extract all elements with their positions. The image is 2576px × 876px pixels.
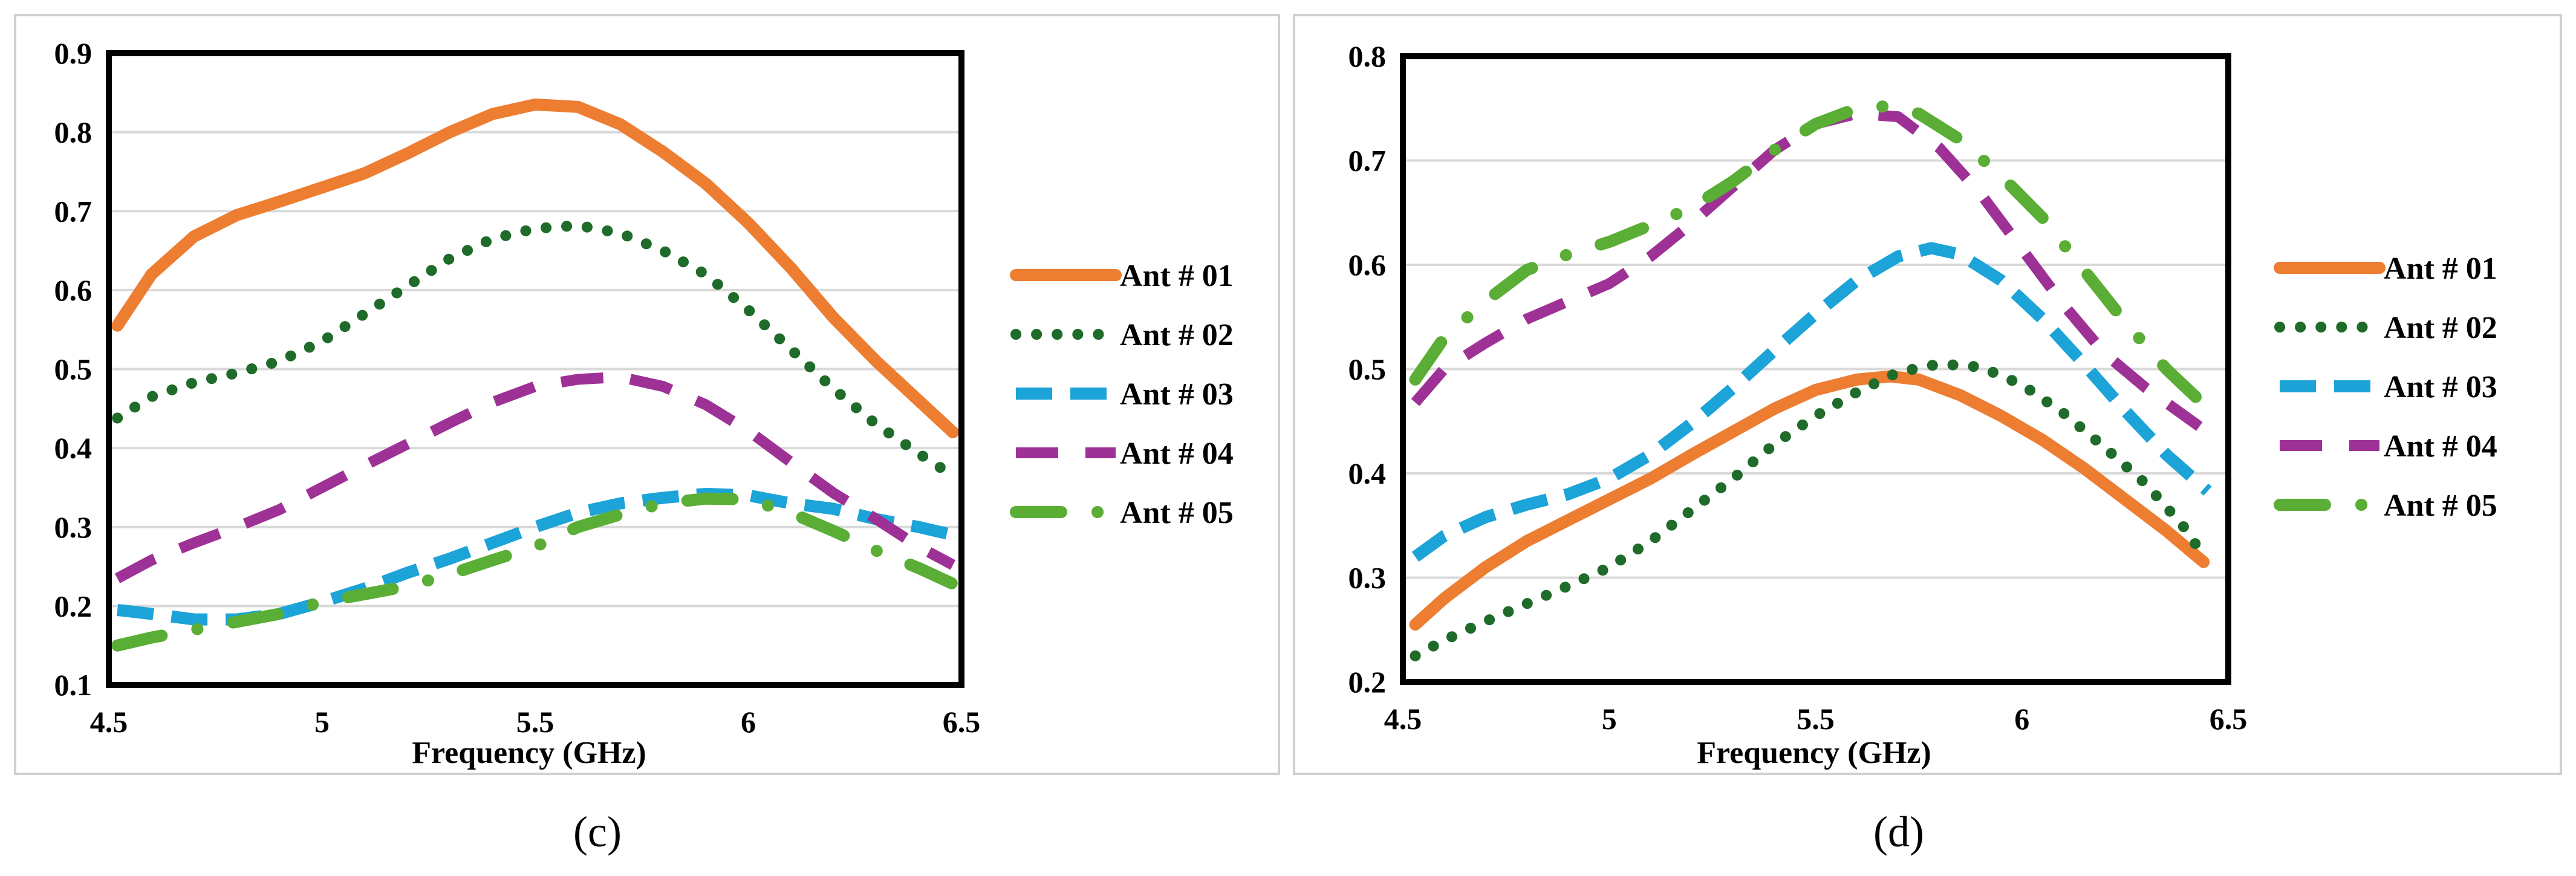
panel-d-legend-label-4: Ant # 04 (2384, 429, 2497, 464)
panel-c-legend-label-2: Ant # 02 (1120, 318, 1234, 352)
panel-d-x-axis-label: Frequency (GHz) (1697, 736, 1931, 770)
panel-d-y-tick-label: 0.6 (1348, 248, 1387, 282)
panel-d-legend: Ant # 01 Ant # 02 Ant # 03 Ant # 04 Ant # 05 (2274, 251, 2497, 523)
panel-c-x-tick-label: 5.5 (516, 705, 555, 739)
panel-d-x-tick-label: 5 (1602, 702, 1617, 736)
panel-c-y-tick-label: 0.2 (54, 589, 93, 623)
panel-c-x-axis-label: Frequency (GHz) (412, 736, 646, 770)
panel-c-y-tick-label: 0.7 (54, 194, 93, 228)
panel-c-series-line-5 (111, 492, 959, 652)
panel-d-series-line-4 (1411, 108, 2203, 431)
chart-panel-c: 0.10.20.30.40.50.60.70.80.9 4.5 5 5.5 6 6.5 … (14, 14, 1280, 775)
panel-label-c: (c) (573, 808, 622, 856)
panel-c-y-tick-label: 0.5 (54, 352, 93, 386)
panel-d-x-ticks: 4.5 5 5.5 6 6.5 (1384, 702, 2248, 736)
chart-panel-d: 0.2 0.3 0.4 0.5 0.6 0.7 0.8 4.5 5 5.5 6 6.5 Freque… (1293, 14, 2562, 775)
panel-d-y-tick-label: 0.4 (1348, 456, 1387, 490)
panel-c-legend: Ant # 01 Ant # 02 Ant # 03 Ant # 04 Ant # 05 (1010, 259, 1234, 530)
panel-c-series-line-4 (114, 371, 956, 583)
panel-c-y-ticks: 0.1 0.2 0.3 0.4 0.5 0.6 0.7 0.8 0.9 (54, 36, 93, 702)
panel-d-legend-label-3: Ant # 03 (2384, 370, 2497, 404)
panel-label-d: (d) (1873, 808, 1924, 856)
panel-d-legend-label-5: Ant # 05 (2384, 488, 2497, 523)
panel-d-y-tick-label: 0.7 (1348, 144, 1387, 178)
panel-d-y-tick-label: 0.8 (1348, 39, 1387, 73)
panel-d-series-line-5 (1409, 100, 2206, 407)
panel-c-legend-label-5: Ant # 05 (1120, 496, 1234, 530)
panel-c-x-tick-label: 4.5 (90, 705, 128, 739)
panel-d-series-line-2 (1410, 358, 2210, 661)
panel-d-y-tick-label: 0.2 (1348, 665, 1387, 699)
panel-d-legend-label-2: Ant # 02 (2384, 311, 2497, 345)
panel-c-legend-label-3: Ant # 03 (1120, 377, 1234, 412)
panel-d-series-line-3 (1411, 242, 2212, 562)
panel-c-y-tick-label: 0.4 (54, 431, 93, 465)
panel-c-legend-label-1: Ant # 01 (1120, 259, 1234, 293)
panel-c-x-tick-label: 6 (741, 705, 756, 739)
panel-d-x-tick-label: 5.5 (1797, 702, 1835, 736)
panel-d-border (1293, 14, 2562, 775)
panel-c-x-ticks: 4.5 5 5.5 6 6.5 (90, 705, 981, 739)
panel-c-y-tick-label: 0.1 (54, 668, 93, 702)
panel-d-x-tick-label: 4.5 (1384, 702, 1422, 736)
panel-c-y-tick-label: 0.3 (54, 510, 93, 544)
panel-d-y-tick-label: 0.5 (1348, 352, 1387, 386)
panel-c-y-tick-label: 0.9 (54, 36, 93, 70)
panel-d-legend-label-1: Ant # 01 (2384, 251, 2497, 286)
panel-c-plot-frame (106, 50, 964, 688)
panel-c-y-tick-label: 0.6 (54, 273, 93, 307)
panel-d-series-line-1 (1409, 370, 2210, 631)
panel-c-series-line-1 (111, 98, 959, 438)
panel-d-y-tick-label: 0.3 (1348, 561, 1387, 595)
panel-d-series (1409, 100, 2212, 661)
panel-d-x-tick-label: 6 (2014, 702, 2029, 736)
panel-c-x-tick-label: 5 (314, 705, 330, 739)
panel-c-y-tick-label: 0.8 (54, 115, 93, 149)
panel-d-plot-frame (1400, 53, 2231, 685)
panel-c-legend-label-4: Ant # 04 (1120, 436, 1234, 471)
panel-c-series-line-2 (112, 219, 958, 481)
panel-d-x-tick-label: 6.5 (2210, 702, 2248, 736)
panel-d-y-ticks: 0.2 0.3 0.4 0.5 0.6 0.7 0.8 (1348, 39, 1387, 699)
panel-c-x-tick-label: 6.5 (943, 705, 981, 739)
panel-c-series (111, 98, 959, 652)
